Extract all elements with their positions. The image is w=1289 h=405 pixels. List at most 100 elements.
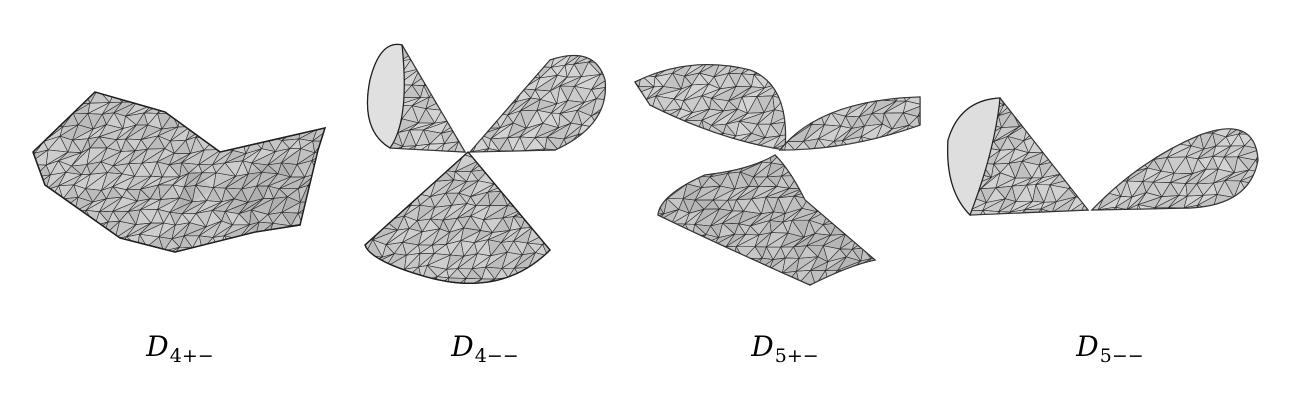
mesh-triangle: [695, 261, 718, 275]
mesh-triangle: [852, 97, 869, 104]
mesh-triangle: [72, 235, 89, 249]
mesh-triangle: [139, 92, 157, 106]
mesh-triangle: [33, 152, 36, 167]
mesh-triangle: [870, 246, 875, 260]
mesh-triangle: [635, 95, 648, 112]
mesh-triangle: [603, 159, 618, 174]
mesh-triangle: [470, 42, 483, 54]
mesh-triangle: [667, 160, 691, 176]
mesh-triangle: [1093, 209, 1107, 223]
mesh-triangle: [502, 157, 521, 172]
mesh-triangle: [884, 271, 901, 285]
mesh-triangle: [1082, 175, 1088, 187]
mesh-triangle: [441, 92, 462, 111]
mesh-triangle: [658, 256, 665, 275]
mesh-triangle: [407, 44, 426, 51]
twisted-surface: [634, 63, 921, 298]
mesh-triangle: [309, 101, 325, 114]
mesh-triangle: [141, 250, 164, 252]
mesh-triangle: [1036, 100, 1062, 115]
mesh-triangle: [1085, 162, 1088, 178]
mesh-triangle: [715, 132, 737, 150]
mesh-triangle: [33, 176, 35, 186]
mesh-triangle: [323, 100, 325, 116]
mesh-triangle: [898, 149, 920, 150]
mesh-triangle: [695, 148, 709, 150]
mesh-triangle: [347, 252, 364, 269]
mesh-triangle: [195, 249, 220, 252]
mesh-triangle: [884, 136, 904, 150]
mesh-triangle: [669, 256, 692, 271]
mesh-triangle: [638, 174, 652, 188]
mesh-triangle: [1018, 115, 1029, 128]
mesh-triangle: [379, 156, 389, 172]
mesh-triangle: [639, 286, 663, 297]
mesh-triangle: [658, 213, 665, 223]
mesh-triangle: [1190, 112, 1204, 121]
mesh-triangle: [45, 98, 69, 113]
mesh-triangle: [212, 92, 224, 104]
mesh-triangle: [677, 155, 691, 165]
mesh-triangle: [856, 155, 873, 164]
mesh-triangle: [333, 213, 340, 223]
mesh-triangle: [751, 287, 772, 298]
mesh-triangle: [797, 162, 815, 176]
mesh-triangle: [538, 168, 550, 181]
panel-d4-minus-minus: D4−−: [340, 0, 630, 405]
mesh-triangle: [847, 155, 867, 163]
mesh-triangle: [1024, 104, 1047, 117]
mesh-triangle: [470, 89, 482, 105]
mesh-triangle: [480, 42, 490, 54]
mesh-triangle: [281, 245, 303, 252]
mesh-triangle: [516, 156, 538, 170]
mesh-triangle: [1128, 131, 1139, 148]
mesh-triangle: [1095, 153, 1115, 166]
mesh-triangle: [1236, 195, 1258, 208]
mesh-triangle: [389, 178, 410, 198]
mesh-triangle: [254, 247, 278, 252]
three-cone-surface: [347, 38, 618, 284]
mesh-triangle: [534, 41, 547, 49]
mesh-triangle: [1081, 210, 1091, 222]
mesh-triangle: [71, 247, 96, 252]
mesh-triangle: [516, 180, 534, 195]
mesh-triangle: [470, 100, 487, 115]
panel-d4-plus-minus: D4+−: [0, 0, 340, 405]
mesh-triangle: [1137, 128, 1163, 133]
mesh-triangle: [715, 135, 737, 150]
mesh-triangle: [497, 61, 513, 80]
mesh-triangle: [312, 92, 323, 103]
mesh-triangle: [33, 100, 37, 114]
mesh-triangle: [469, 48, 486, 61]
mesh-triangle: [658, 161, 661, 176]
mesh-triangle: [1137, 131, 1157, 148]
mesh-triangle: [502, 168, 518, 186]
mesh-triangle: [662, 268, 674, 285]
mesh-triangle: [46, 233, 60, 250]
mesh-triangle: [321, 92, 325, 104]
mesh-triangle: [1078, 158, 1091, 170]
mesh-triangle: [1107, 135, 1120, 148]
mesh-triangle: [1068, 176, 1088, 189]
mesh-triangle: [864, 183, 875, 197]
mesh-triangle: [99, 248, 121, 252]
mesh-triangle: [224, 114, 244, 125]
mesh-triangle: [783, 109, 786, 123]
mesh-triangle: [812, 155, 831, 163]
mesh-triangle: [295, 245, 318, 252]
mesh-triangle: [658, 155, 671, 163]
mesh-triangle: [559, 146, 583, 152]
mesh-triangle: [322, 147, 325, 166]
mesh-triangle: [1085, 185, 1088, 201]
mesh-triangle: [479, 149, 500, 152]
mesh-triangle: [879, 188, 899, 202]
mesh-triangle: [782, 155, 796, 166]
mesh-triangle: [372, 155, 380, 167]
mesh-triangle: [1059, 161, 1076, 179]
mesh-triangle: [601, 134, 606, 152]
mesh-triangle: [333, 91, 340, 103]
mesh-triangle: [1074, 132, 1086, 148]
mesh-triangle: [561, 160, 576, 177]
mesh-triangle: [857, 173, 874, 188]
mesh-triangle: [589, 38, 608, 52]
